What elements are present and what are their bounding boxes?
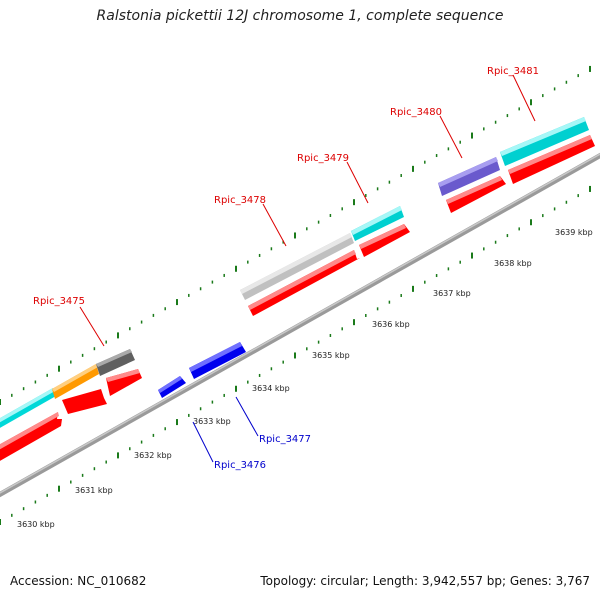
leader-lines (79, 74, 536, 463)
tick-label-3639: 3639 kbp (555, 228, 593, 237)
tick-label-3635: 3635 kbp (312, 351, 350, 360)
gene-features (0, 117, 595, 462)
tick-label-3630: 3630 kbp (17, 520, 55, 529)
leader-rpic-3480 (439, 115, 463, 159)
tick-label-3637: 3637 kbp (433, 289, 471, 298)
leader-rpic-3475 (79, 306, 105, 347)
backbone-line (0, 152, 600, 498)
gene-rpic-3476[interactable] (158, 376, 186, 398)
topology-text: Topology: circular; Length: 3,942,557 bp… (260, 574, 590, 588)
tick-label-3636: 3636 kbp (372, 320, 410, 329)
label-rpic-3476[interactable]: Rpic_3476 (214, 460, 266, 471)
map-title: Ralstonia pickettii 12J chromosome 1, co… (96, 8, 504, 24)
outer-tick-ring (0, 65, 591, 405)
gene-rpic-3481[interactable] (500, 117, 589, 166)
gene-orange[interactable] (52, 364, 99, 399)
gene-labels: Rpic_3475 Rpic_3476 Rpic_3477 Rpic_3478 … (33, 66, 539, 471)
tick-label-3638: 3638 kbp (494, 259, 532, 268)
leader-rpic-3476 (192, 421, 214, 463)
gene-rpic-3478[interactable] (240, 233, 354, 300)
label-rpic-3481[interactable]: Rpic_3481 (487, 66, 539, 77)
tick-label-3633: 3633 kbp (193, 417, 231, 426)
label-rpic-3477[interactable]: Rpic_3477 (259, 434, 311, 445)
gene-rpic-3479[interactable] (351, 206, 404, 241)
gene-darkgray[interactable] (96, 349, 135, 376)
gene-rpic-3477[interactable] (189, 342, 246, 379)
label-rpic-3475[interactable]: Rpic_3475 (33, 296, 85, 307)
cds-arrow-2[interactable] (62, 389, 107, 414)
gene-cyan-left[interactable] (0, 388, 56, 429)
cds-arrow-3[interactable] (106, 369, 142, 396)
leader-rpic-3477 (235, 396, 259, 437)
cds-arrow-4[interactable] (248, 250, 360, 316)
inner-tick-ring (0, 185, 591, 525)
tick-label-3632: 3632 kbp (134, 451, 172, 460)
leader-rpic-3479 (346, 161, 369, 204)
cds-arrow-6[interactable] (446, 176, 506, 213)
gene-rpic-3480[interactable] (438, 157, 500, 196)
label-rpic-3480[interactable]: Rpic_3480 (390, 107, 442, 118)
label-rpic-3479[interactable]: Rpic_3479 (297, 153, 349, 164)
accession-text: Accession: NC_010682 (10, 574, 147, 588)
leader-rpic-3481 (512, 74, 536, 122)
cds-arrow-7[interactable] (508, 135, 595, 184)
backbone-group (0, 152, 600, 498)
cds-arrow-5[interactable] (359, 224, 410, 257)
cds-arrow-1[interactable] (0, 412, 62, 462)
tick-label-3634: 3634 kbp (252, 384, 290, 393)
tick-labels: 3630 kbp 3631 kbp 3632 kbp 3633 kbp 3634… (17, 228, 593, 529)
tick-label-3631: 3631 kbp (75, 486, 113, 495)
backbone-highlight (0, 153, 600, 494)
label-rpic-3478[interactable]: Rpic_3478 (214, 195, 266, 206)
leader-rpic-3478 (262, 203, 287, 247)
